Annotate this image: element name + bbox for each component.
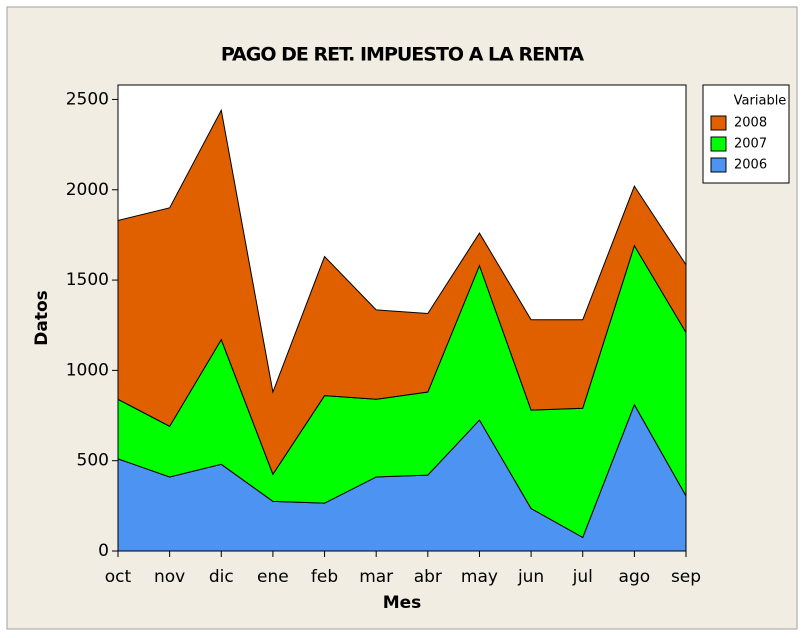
y-axis-label: Datos (32, 290, 52, 346)
chart-title: PAGO DE RET. IMPUESTO A LA RENTA (221, 44, 585, 66)
y-tick-label: 2000 (66, 180, 109, 200)
legend-label: 2007 (734, 137, 767, 152)
x-tick-label: ago (619, 567, 651, 587)
y-tick-label: 1000 (66, 360, 109, 380)
legend-title: Variable (734, 94, 787, 109)
legend-swatch (710, 157, 727, 173)
legend-label: 2006 (734, 158, 767, 173)
x-tick-label: abr (414, 567, 442, 587)
x-tick-label: mar (359, 567, 393, 587)
x-tick-label: jul (572, 567, 593, 587)
x-tick-label: sep (671, 567, 701, 587)
x-tick-label: may (461, 567, 498, 587)
y-tick-label: 1500 (66, 270, 109, 290)
x-tick-label: jun (517, 567, 544, 587)
x-axis-label: Mes (383, 593, 422, 613)
y-tick-label: 0 (98, 541, 109, 561)
x-tick-label: ene (257, 567, 289, 587)
x-tick-label: oct (105, 567, 132, 587)
legend-swatch (710, 115, 727, 131)
legend-swatch (710, 136, 727, 152)
y-tick-label: 500 (77, 451, 109, 471)
x-tick-label: nov (154, 567, 185, 587)
y-tick-label: 2500 (66, 89, 109, 109)
plot-frame (117, 84, 687, 552)
x-tick-label: dic (209, 567, 234, 587)
x-tick-label: feb (311, 567, 338, 587)
legend-label: 2008 (734, 116, 767, 131)
